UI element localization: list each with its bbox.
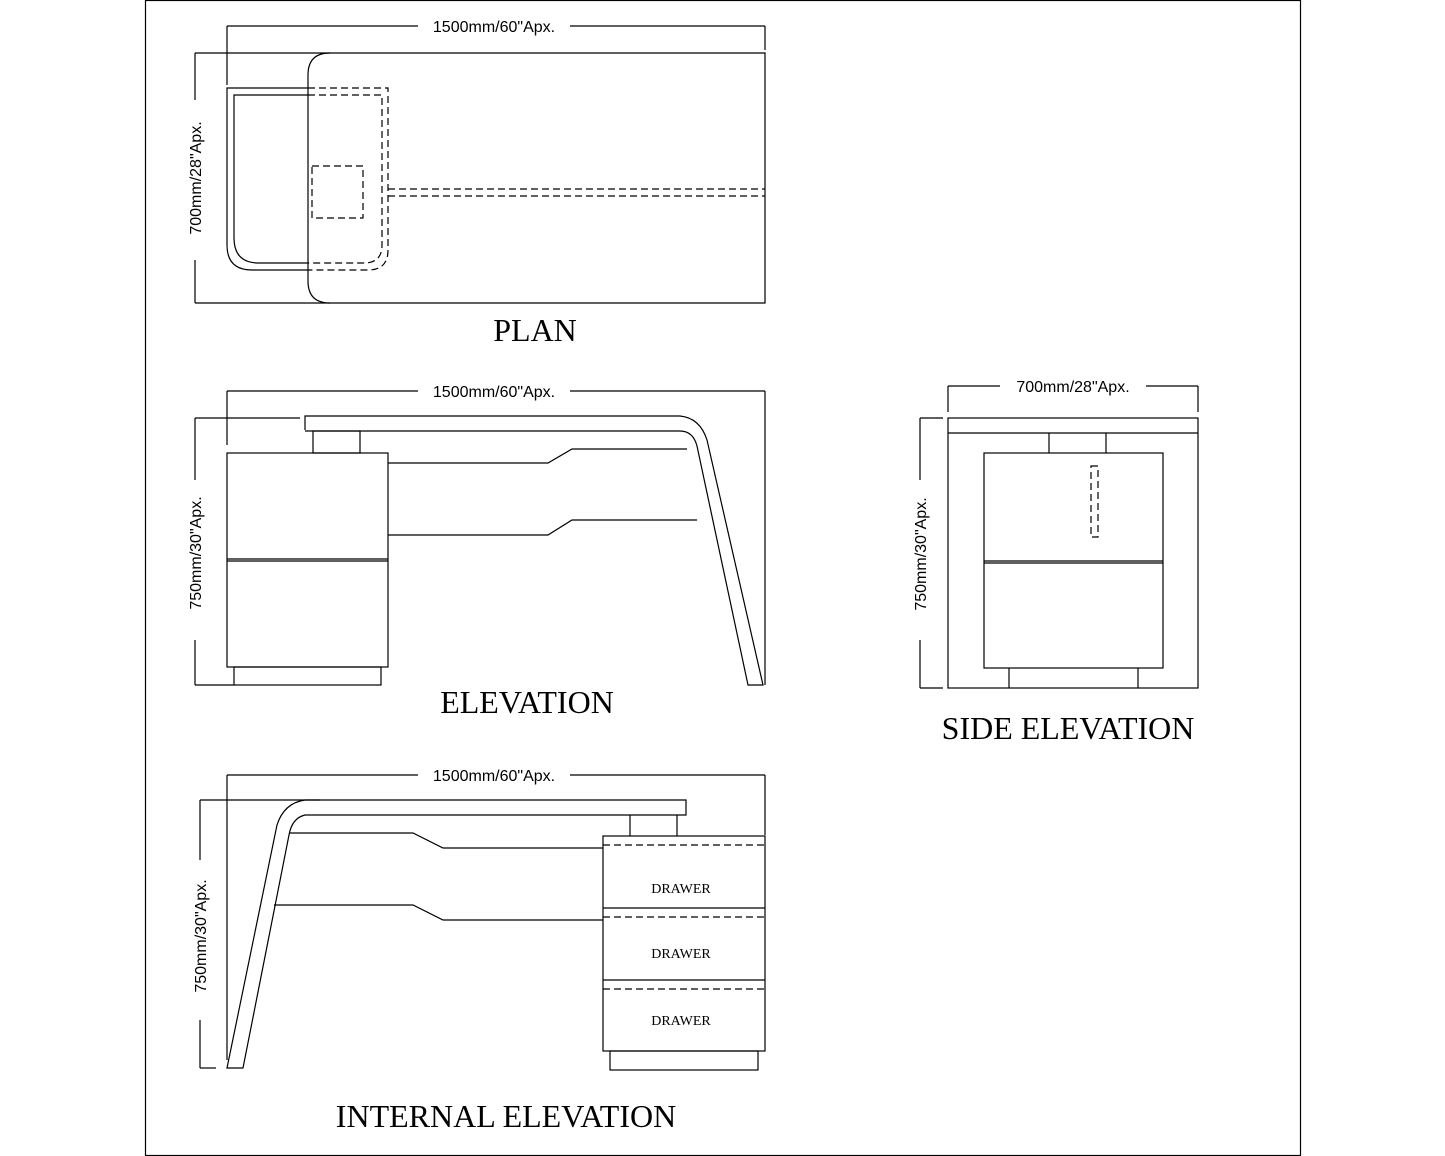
elevation-width-dim: 1500mm/60"Apx.: [433, 384, 555, 401]
internal-elevation-view: 1500mm/60"Apx. 750mm/30"Apx. DRAWER DRAW…: [191, 766, 766, 1134]
internal-top-and-leg: [226, 799, 687, 1069]
sheet-border: [144, 0, 1302, 1156]
handle-hidden: [1090, 465, 1099, 538]
internal-elevation-title: INTERNAL ELEVATION: [336, 1098, 676, 1134]
side-width-dim: 700mm/28"Apx.: [1016, 379, 1129, 396]
modesty-rail-bottom: [388, 519, 697, 536]
plan-title: PLAN: [493, 312, 577, 348]
side-elevation-view: 700mm/28"Apx. 750mm/30"Apx. SIDE ELEVATI…: [911, 377, 1199, 746]
desk-top-and-leg: [304, 415, 764, 686]
pedestal-cabinet: [226, 452, 389, 668]
desk-top-outline: [307, 52, 766, 304]
side-height-dim: 750mm/30"Apx.: [913, 497, 930, 610]
internal-rail-bottom: [274, 904, 603, 921]
plan-depth-dim: 700mm/28"Apx.: [188, 121, 205, 234]
drawer-label: DRAWER: [651, 882, 711, 897]
drawer-label: DRAWER: [651, 1014, 711, 1029]
elevation-height-dim: 750mm/30"Apx.: [188, 496, 205, 609]
drawer-label: DRAWER: [651, 947, 711, 962]
side-outline: [947, 417, 1199, 689]
internal-rail-top: [289, 832, 603, 849]
elevation-view: 1500mm/60"Apx. 750mm/30"Apx. ELEVATION: [186, 382, 766, 720]
pedestal-outline: [226, 87, 308, 271]
plan-width-dim: 1500mm/60"Apx.: [433, 19, 555, 36]
side-elevation-title: SIDE ELEVATION: [942, 710, 1195, 746]
modesty-rail-top: [388, 448, 687, 464]
elevation-title: ELEVATION: [440, 684, 614, 720]
support-block-hidden: [311, 165, 364, 219]
internal-height-dim: 750mm/30"Apx.: [193, 879, 210, 992]
internal-width-dim: 1500mm/60"Apx.: [433, 768, 555, 785]
plan-view: 1500mm/60"Apx. 700mm/28"Apx. PLAN: [186, 17, 766, 348]
